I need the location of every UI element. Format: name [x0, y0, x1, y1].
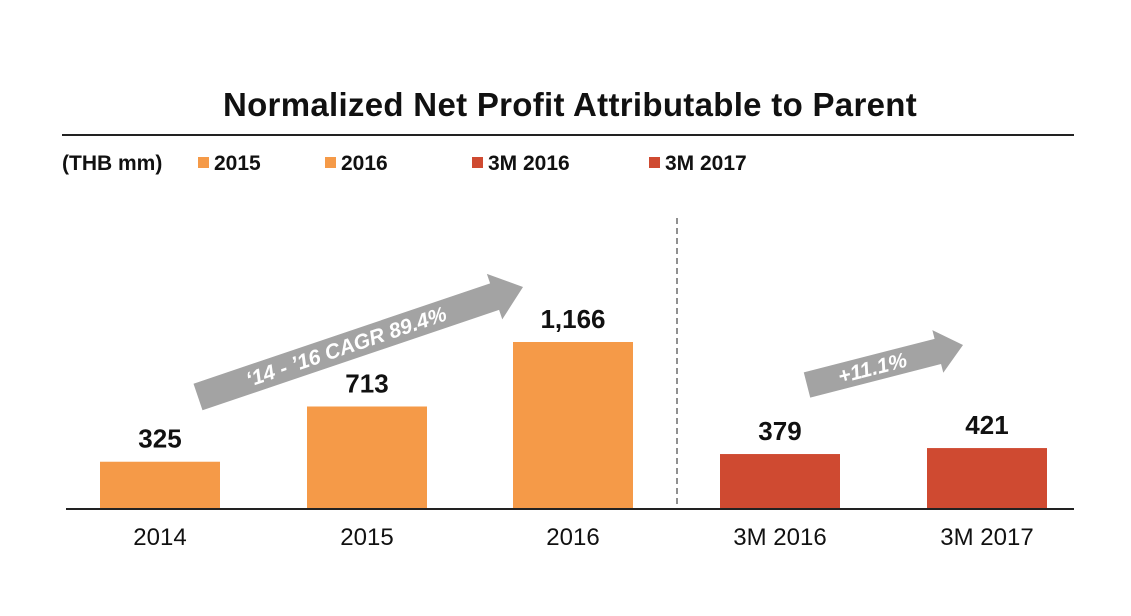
legend-swatch [649, 157, 660, 169]
category-label: 2015 [340, 524, 393, 551]
value-label: 379 [758, 416, 801, 446]
legend-item-3m-2017: 3M 2017 [649, 152, 747, 176]
value-label: 421 [965, 410, 1008, 440]
bar [720, 454, 840, 508]
legend-swatch [198, 157, 209, 169]
legend-item-2015: 2015 [198, 152, 261, 176]
legend-swatch [325, 157, 336, 169]
legend-label: 3M 2017 [665, 152, 747, 175]
category-label: 3M 2016 [733, 524, 826, 551]
legend-item-2016: 2016 [325, 152, 388, 176]
category-label: 2014 [133, 524, 186, 551]
chart-title: Normalized Net Profit Attributable to Pa… [222, 86, 918, 123]
bar [513, 342, 633, 508]
value-label: 1,166 [540, 304, 605, 334]
category-label: 3M 2017 [940, 524, 1033, 551]
value-label: 325 [138, 424, 181, 454]
category-label: 2016 [546, 524, 599, 551]
bar [927, 448, 1047, 508]
legend-swatch [472, 157, 483, 169]
bar [100, 461, 220, 508]
growth-arrow [803, 330, 963, 398]
legend-label: 2015 [214, 152, 261, 175]
legend-label: 2016 [341, 152, 388, 175]
growth-arrow [193, 273, 523, 411]
value-label: 713 [345, 368, 388, 398]
legend-label: 3M 2016 [488, 152, 570, 175]
bar [307, 406, 427, 508]
unit-label: (THB mm) [62, 152, 163, 175]
legend-item-3m-2016: 3M 2016 [472, 152, 570, 176]
title-divider [62, 134, 1074, 136]
